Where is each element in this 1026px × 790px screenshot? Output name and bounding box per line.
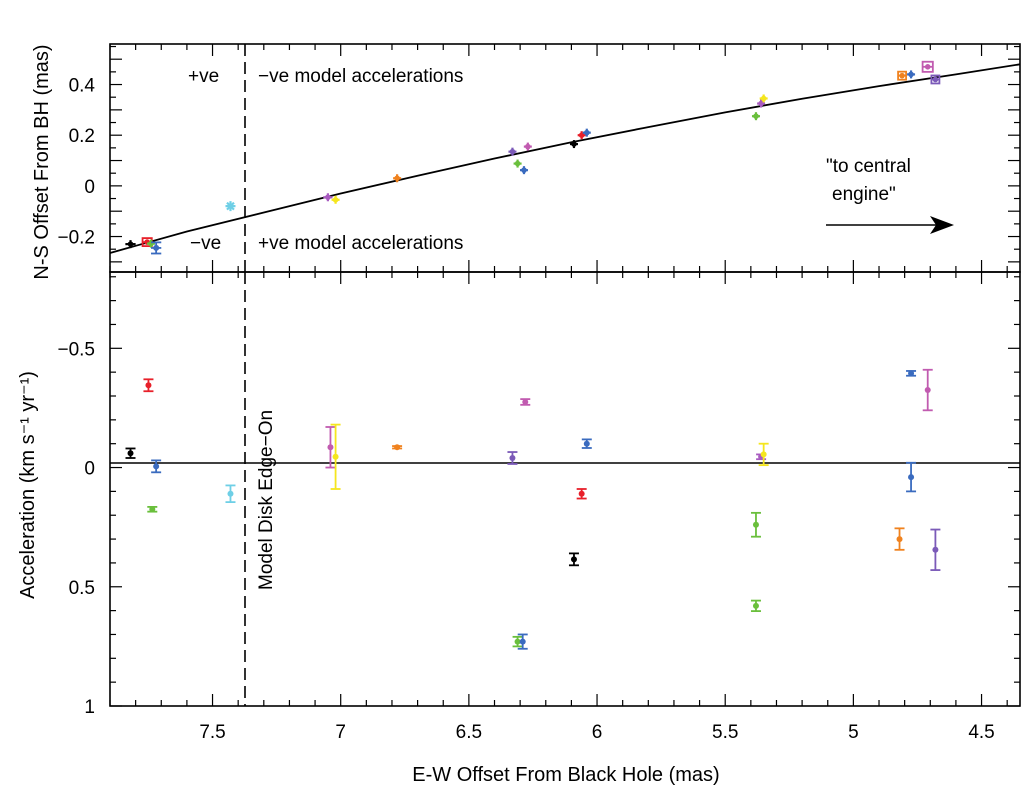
top-data-point [897, 70, 907, 81]
y-tick-label: 1 [84, 697, 95, 718]
top-data-point [147, 239, 156, 248]
top-y-axis-title: N-S Offset From BH (mas) [31, 44, 53, 279]
annotation-negative-left: −ve [190, 233, 221, 254]
x-tick-label: 7 [335, 722, 346, 743]
top-data-point [577, 131, 586, 140]
top-y-tick-labels: 0.4 0.2 0 −0.2 [57, 76, 95, 249]
y-tick-label: 0.5 [69, 578, 95, 599]
top-data-point [225, 201, 236, 212]
bottom-data-point [125, 447, 136, 459]
top-data-point [323, 193, 333, 202]
y-tick-label: 0.4 [69, 76, 96, 97]
bottom-data-point [568, 552, 579, 567]
bottom-data-point [147, 505, 158, 513]
x-axis-title: E-W Offset From Black Hole (mas) [412, 764, 719, 786]
x-tick-label: 4.5 [968, 722, 994, 743]
top-axis-ticks [109, 44, 1020, 272]
y-tick-label: 0.2 [69, 126, 95, 147]
annotation-positive-accelerations: +ve model accelerations [258, 233, 463, 254]
x-tick-labels: 7.5 7 6.5 6 5.5 5 4.5 [199, 722, 994, 743]
top-data-point [751, 112, 760, 121]
top-data-point [151, 241, 162, 255]
bottom-panel: −0.5 0 0.5 1 7.5 7 6.5 6 5.5 5 4.5 Model Disk Edg… [57, 271, 1021, 743]
model-curve [109, 63, 1021, 254]
bottom-data-point [507, 451, 518, 465]
top-data-point [393, 174, 402, 183]
top-data-point [569, 140, 578, 149]
bottom-data-point [930, 528, 941, 571]
x-tick-label: 5 [848, 722, 859, 743]
top-data-point [523, 142, 532, 151]
bottom-y-axis-title: Acceleration (km s⁻¹ yr⁻¹) [17, 371, 39, 599]
top-data-point [513, 159, 522, 168]
x-tick-label: 5.5 [712, 722, 738, 743]
bottom-data-point [750, 511, 761, 538]
top-data-point [907, 70, 916, 79]
bottom-y-tick-labels: −0.5 0 0.5 1 [57, 339, 95, 718]
bottom-data-point [906, 461, 917, 493]
bottom-data-points [125, 368, 941, 650]
y-tick-label: −0.5 [57, 339, 95, 360]
top-data-point [582, 128, 591, 137]
central-engine-arrow [826, 216, 954, 234]
bottom-data-point [392, 444, 403, 451]
x-tick-label: 6.5 [456, 722, 482, 743]
bottom-data-point [750, 599, 761, 612]
bottom-data-point [576, 488, 587, 500]
top-panel: 0.40.20−0.2 +ve −ve model accelerations … [57, 43, 1021, 273]
top-data-point [508, 147, 517, 156]
bottom-data-point [151, 459, 162, 474]
model-curve-line [109, 63, 1021, 254]
bottom-panel-frame [109, 271, 1021, 707]
arrow-text-line-2: engine" [832, 184, 896, 205]
x-tick-label: 7.5 [199, 722, 225, 743]
top-data-point [757, 99, 766, 108]
top-data-point [125, 240, 136, 249]
annotation-negative-accelerations: −ve model accelerations [258, 66, 463, 87]
top-data-point [930, 74, 941, 85]
bottom-data-point [330, 423, 341, 490]
bottom-data-point [517, 633, 528, 650]
y-tick-label: −0.2 [57, 228, 95, 249]
top-data-point [921, 60, 934, 73]
bottom-data-point [906, 370, 917, 377]
bottom-data-point [143, 378, 154, 393]
bottom-data-point [520, 398, 531, 406]
top-data-point [519, 166, 528, 175]
bottom-data-point [325, 426, 336, 469]
top-data-points [125, 60, 941, 255]
x-tick-label: 6 [592, 722, 603, 743]
bottom-data-point [922, 368, 933, 412]
bottom-data-point [225, 484, 236, 504]
model-disk-edge-on-label: Model Disk Edge−On [256, 410, 277, 590]
y-tick-label: 0 [84, 177, 95, 198]
top-data-point [331, 195, 340, 204]
bottom-data-point [894, 527, 905, 551]
bottom-axis-ticks [109, 272, 1020, 707]
top-data-point [759, 94, 768, 103]
y-tick-label: 0 [84, 459, 95, 480]
annotation-positive-left: +ve [188, 66, 219, 87]
arrow-text-line-1: "to central [826, 156, 911, 177]
bottom-data-point [512, 635, 523, 648]
bottom-data-point [758, 442, 769, 467]
bottom-data-point [581, 438, 592, 449]
